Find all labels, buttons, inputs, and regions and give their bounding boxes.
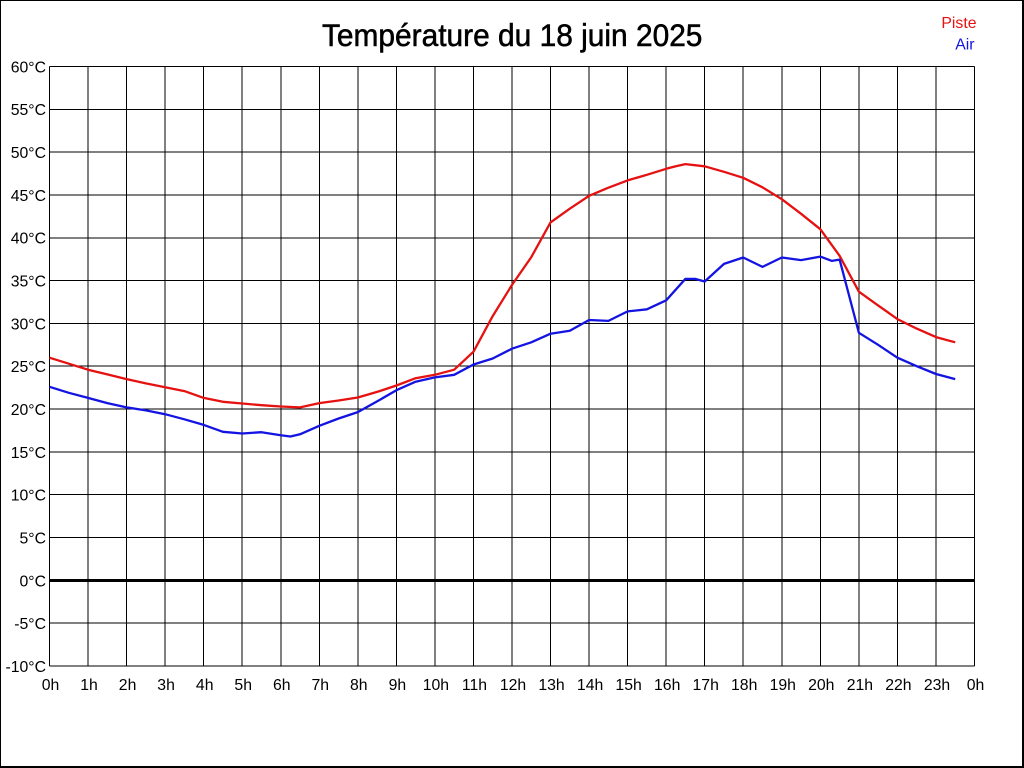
svg-text:19h: 19h — [770, 677, 796, 694]
svg-text:2h: 2h — [119, 677, 137, 694]
svg-text:15h: 15h — [615, 677, 641, 694]
svg-text:3h: 3h — [157, 677, 175, 694]
svg-text:8h: 8h — [350, 677, 368, 694]
svg-text:12h: 12h — [500, 677, 526, 694]
svg-text:14h: 14h — [577, 677, 603, 694]
svg-text:Air: Air — [955, 37, 974, 54]
svg-text:30°C: 30°C — [11, 316, 46, 333]
svg-text:15°C: 15°C — [11, 445, 46, 462]
svg-text:20h: 20h — [808, 677, 834, 694]
svg-text:45°C: 45°C — [11, 188, 46, 205]
svg-text:18h: 18h — [731, 677, 757, 694]
svg-text:Piste: Piste — [941, 15, 976, 32]
svg-text:0h: 0h — [42, 677, 60, 694]
svg-text:13h: 13h — [538, 677, 564, 694]
svg-text:0°C: 0°C — [19, 573, 46, 590]
svg-text:5h: 5h — [234, 677, 252, 694]
svg-text:5°C: 5°C — [19, 530, 46, 547]
svg-text:9h: 9h — [389, 677, 407, 694]
svg-text:0h: 0h — [967, 677, 985, 694]
svg-text:55°C: 55°C — [11, 102, 46, 119]
svg-text:7h: 7h — [312, 677, 330, 694]
svg-text:60°C: 60°C — [11, 59, 46, 76]
svg-text:22h: 22h — [885, 677, 911, 694]
svg-text:50°C: 50°C — [11, 145, 46, 162]
svg-text:17h: 17h — [693, 677, 719, 694]
svg-text:6h: 6h — [273, 677, 291, 694]
svg-text:10h: 10h — [423, 677, 449, 694]
svg-text:1h: 1h — [80, 677, 98, 694]
svg-text:16h: 16h — [654, 677, 680, 694]
svg-text:-10°C: -10°C — [5, 659, 46, 676]
svg-text:23h: 23h — [924, 677, 950, 694]
svg-text:21h: 21h — [847, 677, 873, 694]
svg-text:40°C: 40°C — [11, 231, 46, 248]
svg-text:4h: 4h — [196, 677, 214, 694]
svg-text:10°C: 10°C — [11, 488, 46, 505]
svg-text:35°C: 35°C — [11, 274, 46, 291]
svg-text:-5°C: -5°C — [14, 616, 46, 633]
svg-text:25°C: 25°C — [11, 359, 46, 376]
svg-text:Température du 18 juin 2025: Température du 18 juin 2025 — [322, 17, 703, 53]
svg-text:11h: 11h — [462, 677, 487, 694]
svg-text:20°C: 20°C — [11, 402, 46, 419]
